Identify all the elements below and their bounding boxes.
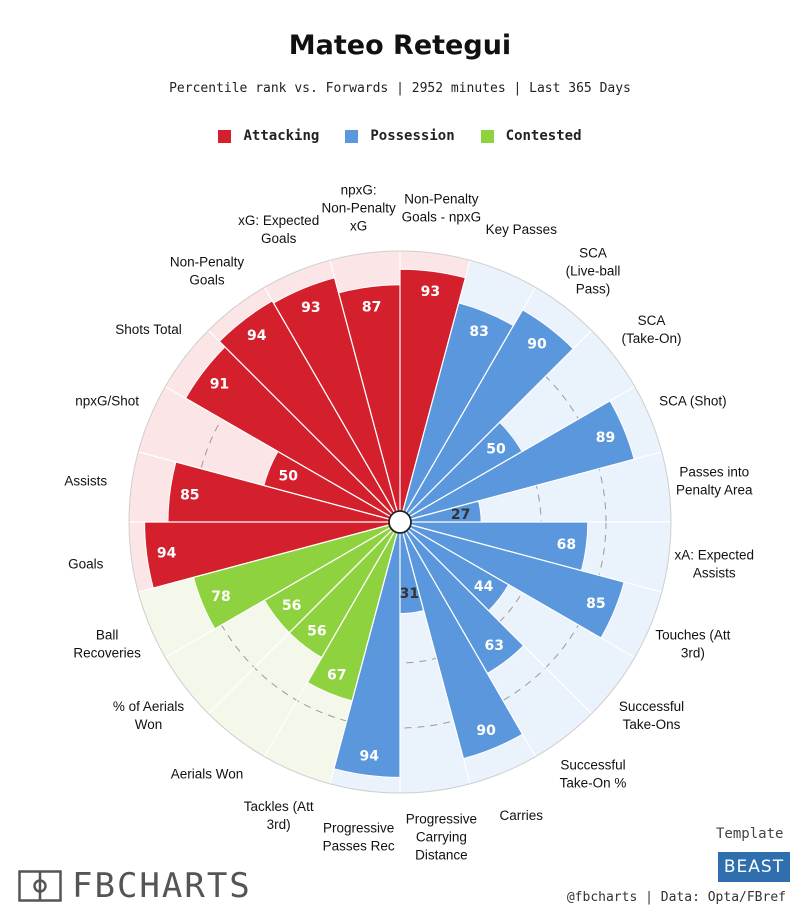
slice-divider [399,385,635,523]
slice-divider [399,521,593,715]
category-label-22: Non-Penalty Goals [170,255,245,288]
value-label-1: 93 [421,284,440,300]
slice-divider [329,260,401,523]
category-label-14: Tackles (Att 3rd) [244,799,314,832]
category-label-23: xG: Expected Goals [238,213,319,246]
slice-divider [138,451,401,523]
page-subtitle: Percentile rank vs. Forwards | 2952 minu… [169,81,631,96]
value-label-5: 89 [596,430,615,446]
legend-swatch-attacking [218,129,232,143]
pitch-icon [18,870,62,902]
slice-divider [399,287,537,523]
value-label-2: 83 [469,324,488,340]
fbcharts-logo: FBCHARTS [18,866,252,906]
value-label-24: 87 [362,300,381,316]
category-label-15: Aerials Won [171,766,244,781]
value-label-20: 50 [278,469,298,485]
category-label-9: Successful Take-Ons [619,699,684,732]
legend-label-possession: Possession [370,128,455,144]
slice-divider [399,521,537,757]
category-label-1: Non-Penalty Goals - npxG [402,192,482,225]
value-label-4: 50 [486,441,506,457]
category-label-21: Shots Total [115,322,182,337]
value-label-8: 85 [586,596,605,612]
value-label-22: 94 [247,328,267,344]
value-label-11: 90 [476,723,496,739]
template-label: Template [716,826,784,842]
value-label-17: 78 [211,589,230,605]
legend-item-contested: Contested [480,128,582,144]
category-label-19: Assists [64,474,107,489]
category-label-8: Touches (Att 3rd) [655,627,730,660]
category-label-17: Ball Recoveries [73,627,141,660]
slice-divider [399,260,471,523]
slice-divider [399,521,471,784]
category-label-13: Progressive Passes Rec [323,820,395,853]
category-label-16: % of Aerials Won [113,699,185,732]
category-label-4: SCA (Take-On) [621,313,681,346]
slice-divider [399,521,635,659]
slice-divider [207,329,401,523]
category-label-6: Passes into Penalty Area [676,465,753,498]
category-label-12: Progressive Carrying Distance [406,811,477,862]
legend: Attacking Possession Contested [0,128,800,144]
legend-label-contested: Contested [505,128,582,144]
category-label-11: Carries [500,808,544,823]
slice-divider [207,521,401,715]
slice-divider [329,521,401,784]
slice-divider [399,451,662,523]
value-label-14: 67 [327,668,346,684]
value-label-19: 85 [180,487,199,503]
slice-divider [399,329,593,523]
legend-swatch-contested [480,129,494,143]
value-label-6: 27 [451,507,470,523]
value-label-7: 68 [557,537,576,553]
value-label-12: 31 [400,586,419,602]
slice-divider [165,521,401,659]
category-label-20: npxG/Shot [75,394,139,409]
category-label-10: Successful Take-On % [560,757,627,790]
brand-name: FBCHARTS [72,866,252,906]
category-label-7: xA: Expected Assists [675,547,755,580]
value-label-16: 56 [282,598,301,614]
legend-item-attacking: Attacking [218,128,319,144]
template-badge: BEAST [718,852,790,882]
category-label-2: Key Passes [486,222,558,237]
slice-divider [263,287,401,523]
slice-divider [138,521,401,593]
page-title: Mateo Retegui [288,30,512,61]
slice-divider [263,521,401,757]
category-label-18: Goals [68,556,104,571]
legend-label-attacking: Attacking [243,128,320,144]
category-label-3: SCA (Live-ball Pass) [566,246,621,297]
center-circle [388,510,412,534]
category-label-24: npxG: Non-Penalty xG [321,183,396,234]
value-label-23: 93 [301,300,320,316]
value-label-18: 94 [157,546,177,562]
value-label-15: 56 [307,623,326,639]
category-label-5: SCA (Shot) [659,394,727,409]
legend-swatch-possession [345,129,359,143]
value-label-9: 44 [474,579,494,595]
value-label-10: 63 [484,638,503,654]
value-label-3: 90 [527,336,547,352]
slice-divider [165,385,401,523]
value-label-21: 91 [210,376,229,392]
value-label-13: 94 [360,748,380,764]
slice-divider [399,521,662,593]
legend-item-possession: Possession [345,128,455,144]
outer-ring [128,250,672,794]
data-credit: @fbcharts | Data: Opta/FBref [566,890,786,905]
